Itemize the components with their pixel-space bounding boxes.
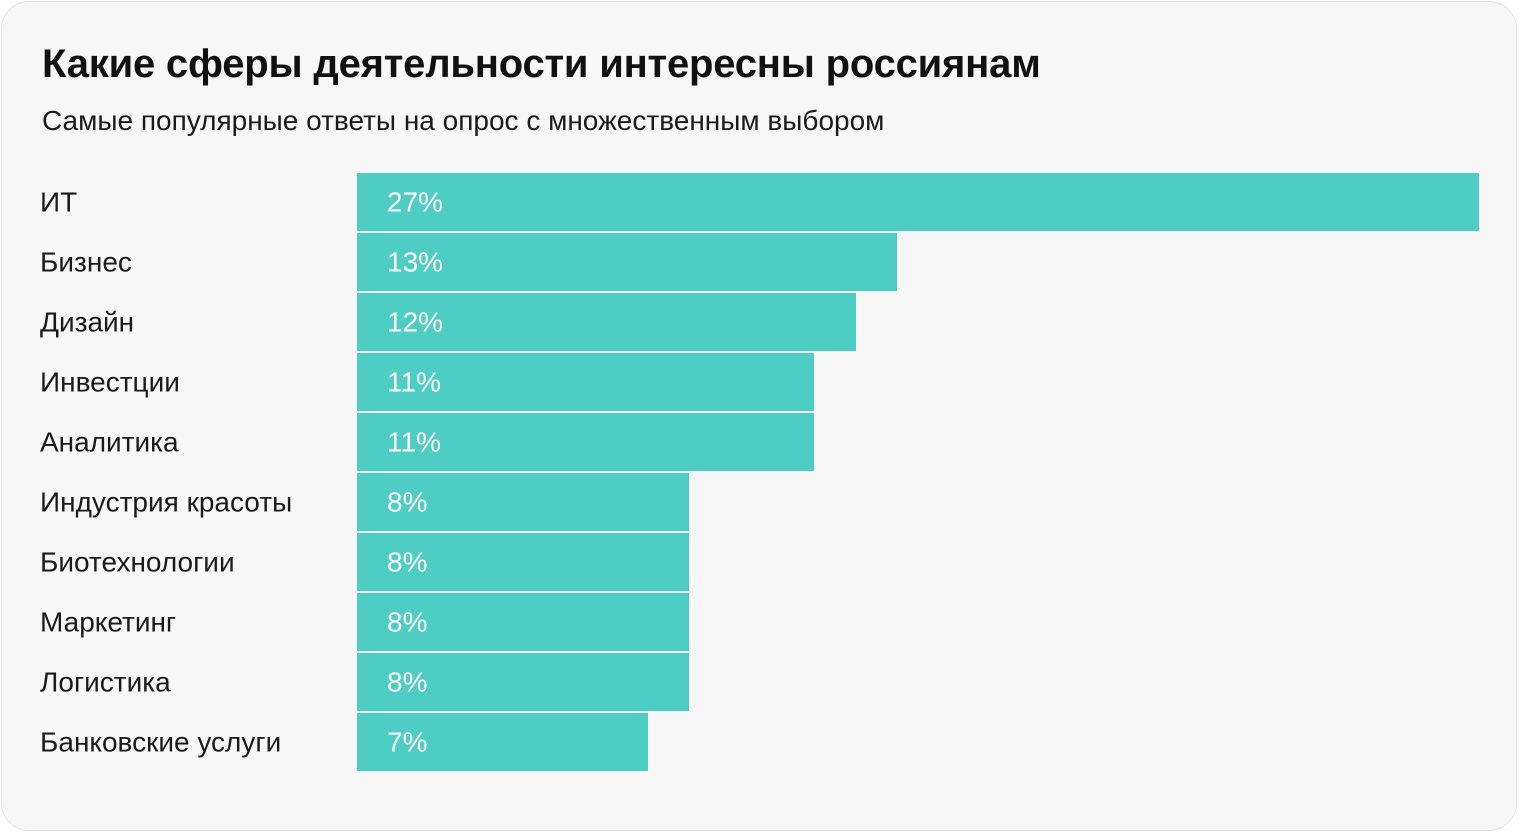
bar-6 (357, 473, 689, 531)
bar-9 (357, 653, 689, 711)
bar-5 (357, 413, 814, 471)
bar-1 (357, 173, 1479, 231)
category-label-7: Биотехнологии (40, 547, 235, 578)
value-label-9: 8% (387, 667, 427, 698)
category-label-6: Индустрия красоты (40, 487, 292, 518)
chart-title: Какие сферы деятельности интересны росси… (42, 42, 1041, 86)
value-label-4: 11% (387, 367, 441, 398)
category-label-4: Инвестции (40, 367, 180, 398)
bar-10 (357, 713, 648, 771)
bar-4 (357, 353, 814, 411)
value-label-10: 7% (387, 727, 427, 758)
value-label-5: 11% (387, 427, 441, 458)
value-label-6: 8% (387, 487, 427, 518)
category-label-3: Дизайн (40, 307, 134, 338)
value-label-2: 13% (387, 247, 443, 278)
category-label-10: Банковские услуги (40, 727, 281, 758)
bar-7 (357, 533, 689, 591)
value-label-8: 8% (387, 607, 427, 638)
category-label-2: Бизнес (40, 247, 132, 278)
category-label-9: Логистика (40, 667, 171, 698)
value-label-7: 8% (387, 547, 427, 578)
category-label-5: Аналитика (40, 427, 179, 458)
category-label-8: Маркетинг (40, 607, 176, 638)
chart-subtitle: Самые популярные ответы на опрос с множе… (42, 105, 885, 136)
bar-3 (357, 293, 856, 351)
bar-8 (357, 593, 689, 651)
value-label-1: 27% (387, 187, 443, 218)
category-label-1: ИТ (40, 187, 77, 218)
bars-group: ИТ 27% Бизнес 13% Дизайн 12% Инвестции 11% Анали… (40, 173, 1479, 771)
bar-2 (357, 233, 897, 291)
value-label-3: 12% (387, 307, 443, 338)
